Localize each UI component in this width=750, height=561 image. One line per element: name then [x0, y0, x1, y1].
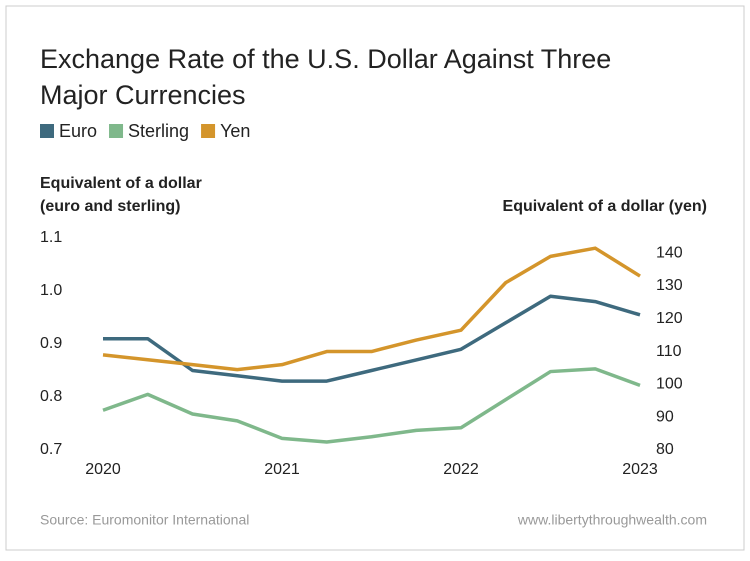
- frame: [5, 5, 745, 551]
- y-tick-label: 0.8: [40, 388, 62, 405]
- legend-label: Euro: [59, 121, 97, 141]
- line: [103, 294, 641, 383]
- line: [102, 246, 641, 372]
- legend-swatch: [40, 124, 54, 138]
- y2-tick-label: 90: [656, 408, 674, 425]
- y2-tick-label: 100: [656, 376, 683, 393]
- chart-title: Exchange Rate of the U.S. Dollar Against…: [40, 44, 611, 74]
- legend-swatch: [109, 124, 124, 138]
- line: [102, 367, 641, 444]
- x-tick-label: 2023: [622, 461, 658, 478]
- legend-label: Yen: [220, 121, 250, 141]
- y2-tick-label: 80: [656, 441, 674, 458]
- y-tick-label: 0.7: [40, 441, 62, 458]
- y-axis-label: (euro and sterling): [40, 198, 180, 215]
- y-tick-label: 1.1: [40, 229, 62, 246]
- legend-swatch: [201, 124, 216, 138]
- x-tick-label: 2022: [443, 461, 479, 478]
- y-tick-label: 1.0: [40, 282, 62, 299]
- x-tick-label: 2021: [264, 461, 300, 478]
- y2-tick-label: 110: [656, 343, 682, 360]
- legend-label: Sterling: [128, 121, 189, 141]
- credit: www.libertythroughwealth.com: [517, 512, 707, 528]
- y2-tick-label: 130: [656, 277, 683, 294]
- y2-axis-label: Equivalent of a dollar (yen): [503, 198, 707, 215]
- source: Source: Euromonitor International: [40, 512, 249, 528]
- chart-title: Major Currencies: [40, 80, 246, 110]
- y-tick-label: 0.9: [40, 335, 62, 352]
- y2-tick-label: 140: [656, 244, 683, 261]
- y-axis-label: Equivalent of a dollar: [40, 175, 202, 192]
- y2-tick-label: 120: [656, 310, 683, 327]
- x-tick-label: 2020: [85, 461, 121, 478]
